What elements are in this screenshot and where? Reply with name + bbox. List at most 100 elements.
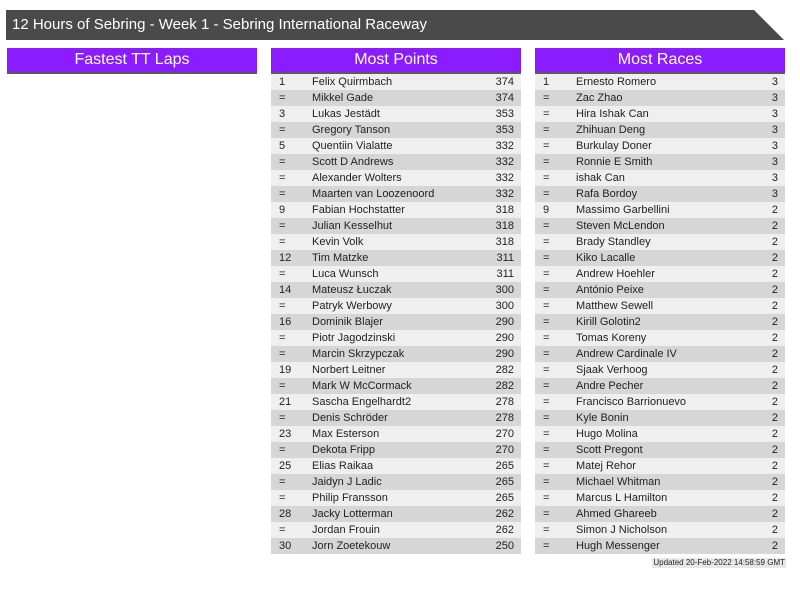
driver-name: Max Esterson — [312, 428, 380, 440]
value-cell: 2 — [771, 476, 778, 488]
table-row: = Hira Ishak Can 3 — [535, 106, 785, 122]
table-row: = Kiko Lacalle 2 — [535, 250, 785, 266]
table-row: = Hugh Messenger 2 — [535, 538, 785, 554]
table-row: 14 Mateusz Łuczak 300 — [271, 282, 521, 298]
value-cell: 3 — [771, 172, 778, 184]
table-row: 21 Sascha Engelhardt2 278 — [271, 394, 521, 410]
table-row: = Ahmed Ghareeb 2 — [535, 506, 785, 522]
panel-fastest-tt-laps: Fastest TT Laps — [7, 48, 257, 74]
driver-name: Burkulay Doner — [576, 140, 652, 152]
value-cell: 2 — [771, 364, 778, 376]
driver-name: Andrew Hoehler — [576, 268, 655, 280]
value-cell: 300 — [495, 284, 514, 296]
value-cell: 2 — [771, 316, 778, 328]
rank-cell: = — [279, 524, 286, 536]
value-cell: 2 — [771, 380, 778, 392]
driver-name: Francisco Barrionuevo — [576, 396, 687, 408]
rank-cell: = — [279, 268, 286, 280]
driver-name: Matej Rehor — [576, 460, 636, 472]
rank-cell: = — [279, 156, 286, 168]
table-row: 9 Massimo Garbellini 2 — [535, 202, 785, 218]
driver-name: Norbert Leitner — [312, 364, 386, 376]
rank-cell: 19 — [279, 364, 292, 376]
table-row: = Maarten van Loozenoord 332 — [271, 186, 521, 202]
rank-cell: = — [279, 412, 286, 424]
value-cell: 2 — [771, 268, 778, 280]
value-cell: 2 — [771, 508, 778, 520]
value-cell: 2 — [771, 204, 778, 216]
table-row: = Hugo Molina 2 — [535, 426, 785, 442]
rank-cell: = — [543, 220, 550, 232]
value-cell: 262 — [495, 524, 514, 536]
table-row: = Steven McLendon 2 — [535, 218, 785, 234]
table-row: = Mikkel Gade 374 — [271, 90, 521, 106]
driver-name: Massimo Garbellini — [576, 204, 670, 216]
rank-cell: = — [543, 476, 550, 488]
table-row: = Zhihuan Deng 3 — [535, 122, 785, 138]
rank-cell: = — [279, 172, 286, 184]
driver-name: Ernesto Romero — [576, 76, 657, 88]
driver-name: António Peixe — [576, 284, 644, 296]
value-cell: 2 — [771, 348, 778, 360]
rank-cell: = — [279, 300, 286, 312]
table-row: 3 Lukas Jestädt 353 — [271, 106, 521, 122]
driver-name: Kyle Bonin — [576, 412, 629, 424]
driver-name: Michael Whitman — [576, 476, 661, 488]
table-row: 23 Max Esterson 270 — [271, 426, 521, 442]
table-row: = Ronnie E Smith 3 — [535, 154, 785, 170]
table-row: = Scott Pregont 2 — [535, 442, 785, 458]
driver-name: Luca Wunsch — [312, 268, 379, 280]
value-cell: 2 — [771, 284, 778, 296]
driver-name: Brady Standley — [576, 236, 651, 248]
value-cell: 353 — [495, 124, 514, 136]
driver-name: Matthew Sewell — [576, 300, 654, 312]
rank-cell: = — [279, 492, 286, 504]
rank-cell: = — [543, 284, 550, 296]
rank-cell: 28 — [279, 508, 292, 520]
driver-name: Ahmed Ghareeb — [576, 508, 657, 520]
table-row: = Dekota Fripp 270 — [271, 442, 521, 458]
driver-name: Tomas Koreny — [576, 332, 647, 344]
value-cell: 262 — [495, 508, 514, 520]
rank-cell: = — [543, 268, 550, 280]
value-cell: 374 — [495, 92, 514, 104]
value-cell: 2 — [771, 444, 778, 456]
value-cell: 265 — [495, 492, 514, 504]
table-row: = Francisco Barrionuevo 2 — [535, 394, 785, 410]
value-cell: 318 — [495, 204, 514, 216]
rank-cell: = — [543, 172, 550, 184]
rank-cell: 14 — [279, 284, 292, 296]
rank-cell: 9 — [543, 204, 550, 216]
rank-cell: = — [543, 444, 550, 456]
driver-name: Mikkel Gade — [312, 92, 374, 104]
rank-cell: = — [279, 188, 286, 200]
panel-most-races: Most Races 1 Ernesto Romero 3 = Zac Zhao 3 = Hi… — [535, 48, 785, 554]
value-cell: 282 — [495, 380, 514, 392]
table-row: = Jaidyn J Ladic 265 — [271, 474, 521, 490]
driver-name: Sascha Engelhardt2 — [312, 396, 412, 408]
driver-name: Mateusz Łuczak — [312, 284, 392, 296]
value-cell: 3 — [771, 92, 778, 104]
page-title: 12 Hours of Sebring - Week 1 - Sebring I… — [6, 10, 784, 40]
driver-name: Ronnie E Smith — [576, 156, 653, 168]
rank-cell: = — [279, 236, 286, 248]
driver-name: Kiko Lacalle — [576, 252, 636, 264]
table-row: 12 Tim Matzke 311 — [271, 250, 521, 266]
rank-cell: = — [543, 380, 550, 392]
table-row: 16 Dominik Blajer 290 — [271, 314, 521, 330]
table-row: = Philip Fransson 265 — [271, 490, 521, 506]
value-cell: 3 — [771, 156, 778, 168]
driver-name: Philip Fransson — [312, 492, 388, 504]
value-cell: 265 — [495, 460, 514, 472]
rank-cell: 23 — [279, 428, 292, 440]
driver-name: Scott D Andrews — [312, 156, 394, 168]
rank-cell: = — [543, 428, 550, 440]
table-row: = Matthew Sewell 2 — [535, 298, 785, 314]
value-cell: 2 — [771, 252, 778, 264]
table-row: = Patryk Werbowy 300 — [271, 298, 521, 314]
table-row: = Andrew Cardinale IV 2 — [535, 346, 785, 362]
value-cell: 2 — [771, 540, 778, 552]
rank-cell: = — [543, 124, 550, 136]
leaderboard-list: 1 Ernesto Romero 3 = Zac Zhao 3 = Hira Ishak Ca… — [535, 74, 785, 554]
panel-header: Fastest TT Laps — [7, 48, 257, 74]
